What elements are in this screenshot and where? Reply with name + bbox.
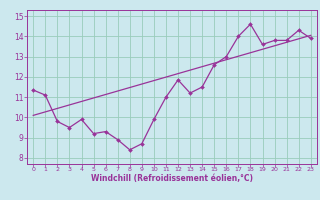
X-axis label: Windchill (Refroidissement éolien,°C): Windchill (Refroidissement éolien,°C) bbox=[91, 174, 253, 183]
